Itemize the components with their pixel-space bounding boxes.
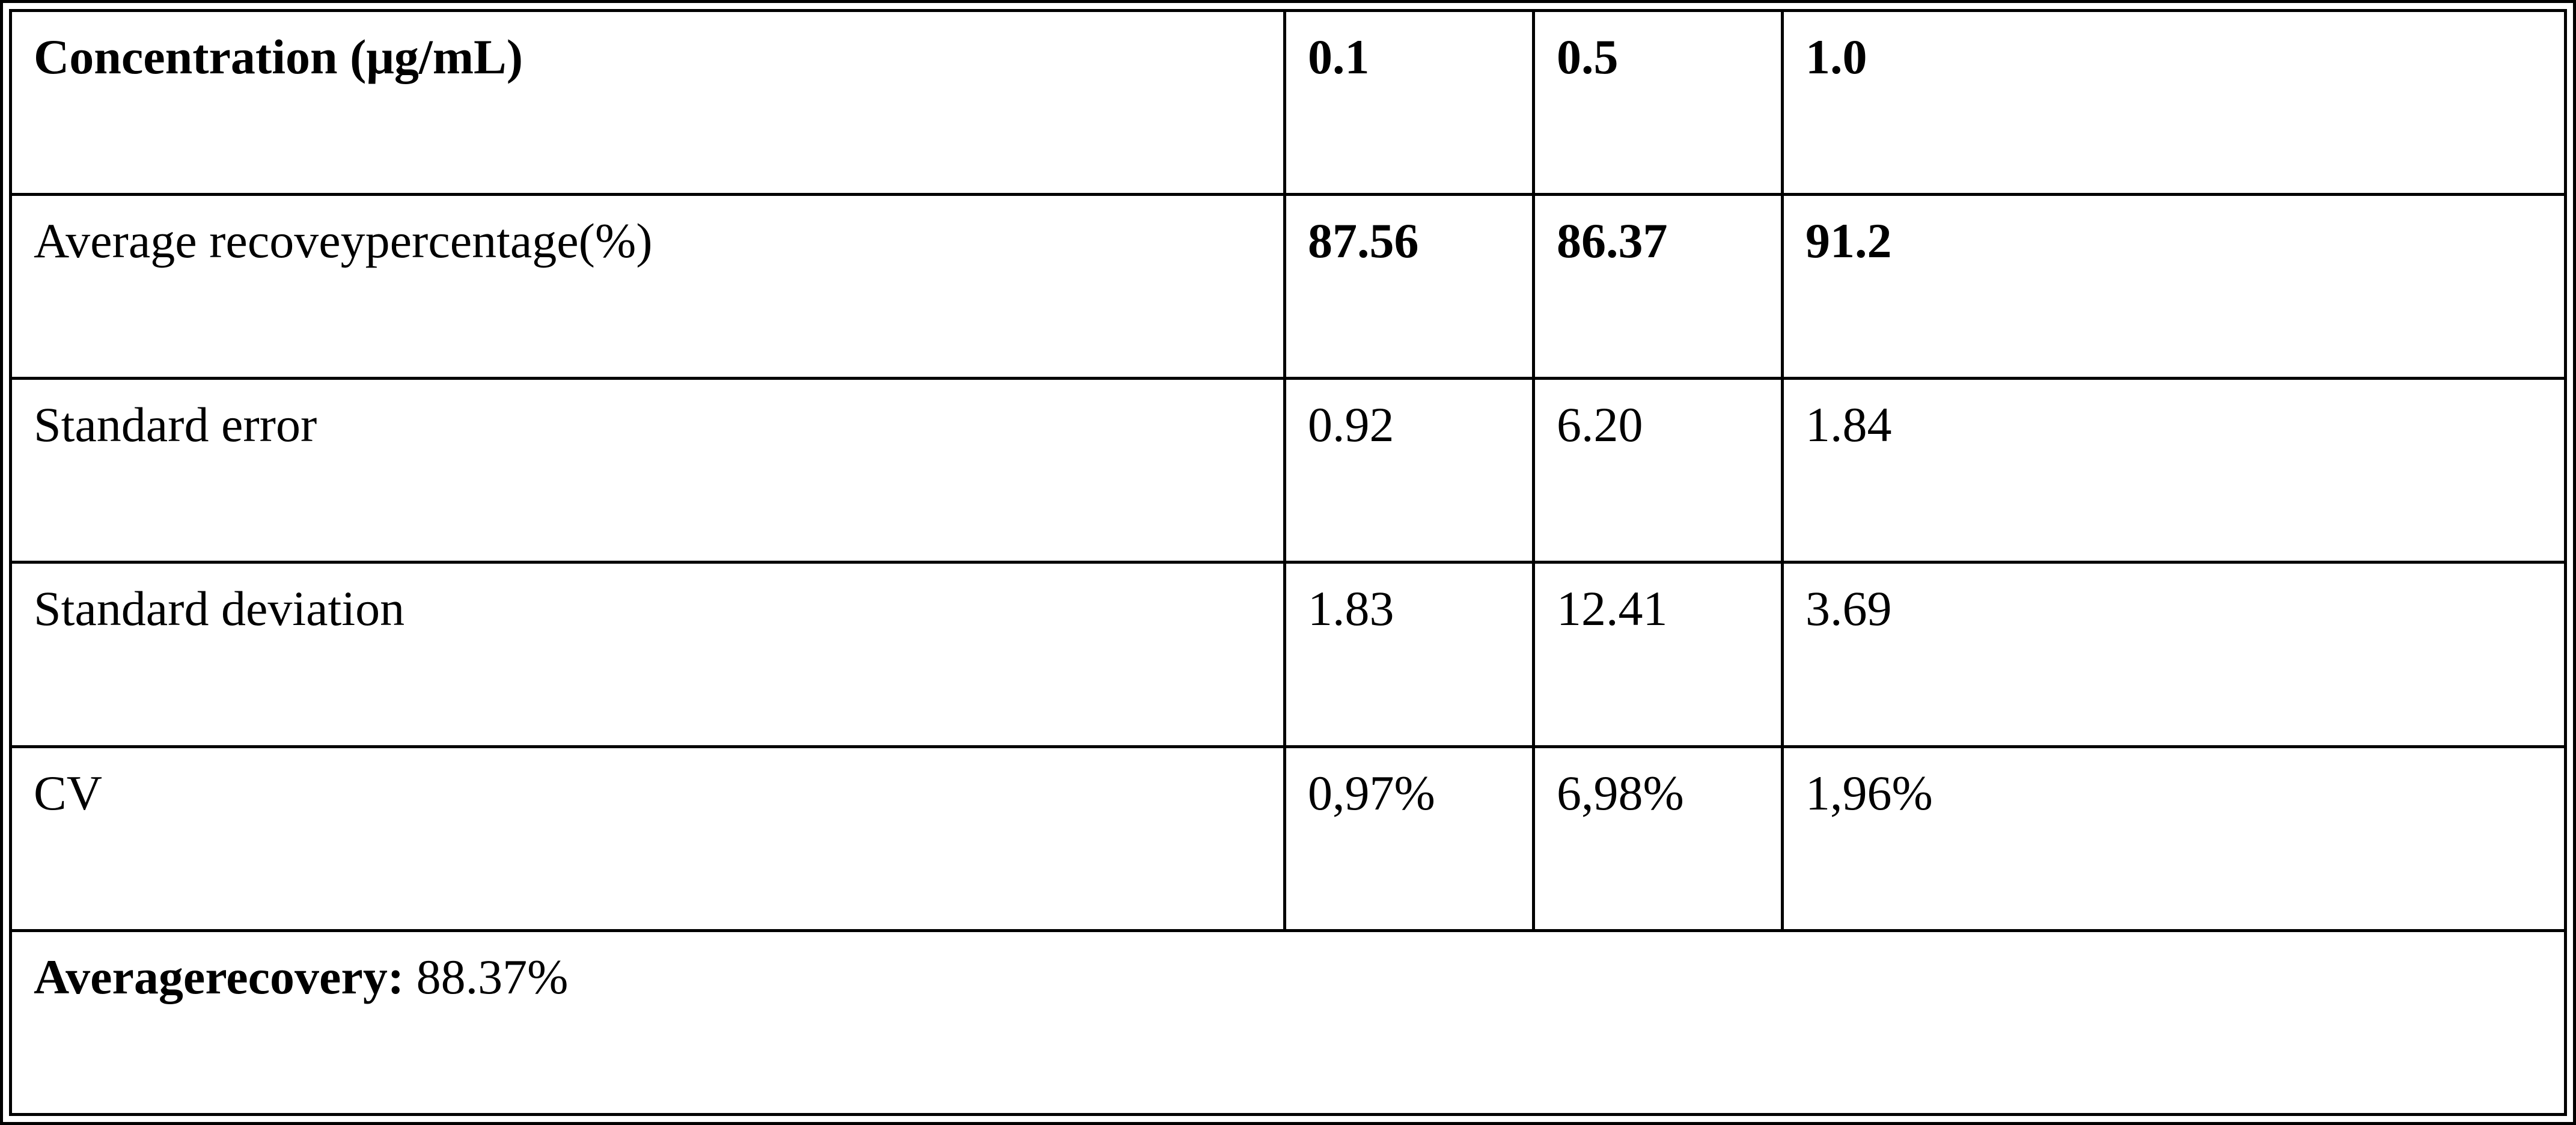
row: Standard error 0.92 6.20 1.84 bbox=[9, 377, 2567, 564]
footer-label: Averagerecovery: bbox=[34, 949, 404, 1004]
cell: 0,97% bbox=[1283, 745, 1535, 932]
cell: 87.56 bbox=[1283, 193, 1535, 380]
data-table: Concentration (μg/mL) 0.1 0.5 1.0 Averag… bbox=[9, 8, 2567, 1117]
row-label: CV bbox=[9, 745, 1286, 932]
footer-value: 88.37% bbox=[416, 949, 569, 1004]
header-cell: 0.1 bbox=[1283, 8, 1535, 197]
cell: 91.2 bbox=[1781, 193, 2567, 380]
cell: 1.84 bbox=[1781, 377, 2567, 564]
row-label: Average recoveypercentage(%) bbox=[9, 193, 1286, 380]
header-cell: 1.0 bbox=[1781, 8, 2567, 197]
footer-cell: Averagerecovery: 88.37% bbox=[9, 928, 2567, 1117]
row-label: Standard error bbox=[9, 377, 1286, 564]
header-cell: Concentration (μg/mL) bbox=[9, 8, 1286, 197]
cell: 12.41 bbox=[1532, 561, 1784, 748]
cell: 86.37 bbox=[1532, 193, 1784, 380]
cell: 6,98% bbox=[1532, 745, 1784, 932]
row: CV 0,97% 6,98% 1,96% bbox=[9, 745, 2567, 932]
row: Average recoveypercentage(%) 87.56 86.37… bbox=[9, 193, 2567, 380]
row: Standard deviation 1.83 12.41 3.69 bbox=[9, 561, 2567, 748]
footer-row: Averagerecovery: 88.37% bbox=[9, 928, 2567, 1117]
row-label: Standard deviation bbox=[9, 561, 1286, 748]
cell: 3.69 bbox=[1781, 561, 2567, 748]
cell: 6.20 bbox=[1532, 377, 1784, 564]
cell: 0.92 bbox=[1283, 377, 1535, 564]
header-row: Concentration (μg/mL) 0.1 0.5 1.0 bbox=[9, 8, 2567, 197]
cell: 1,96% bbox=[1781, 745, 2567, 932]
cell: 1.83 bbox=[1283, 561, 1535, 748]
header-cell: 0.5 bbox=[1532, 8, 1784, 197]
